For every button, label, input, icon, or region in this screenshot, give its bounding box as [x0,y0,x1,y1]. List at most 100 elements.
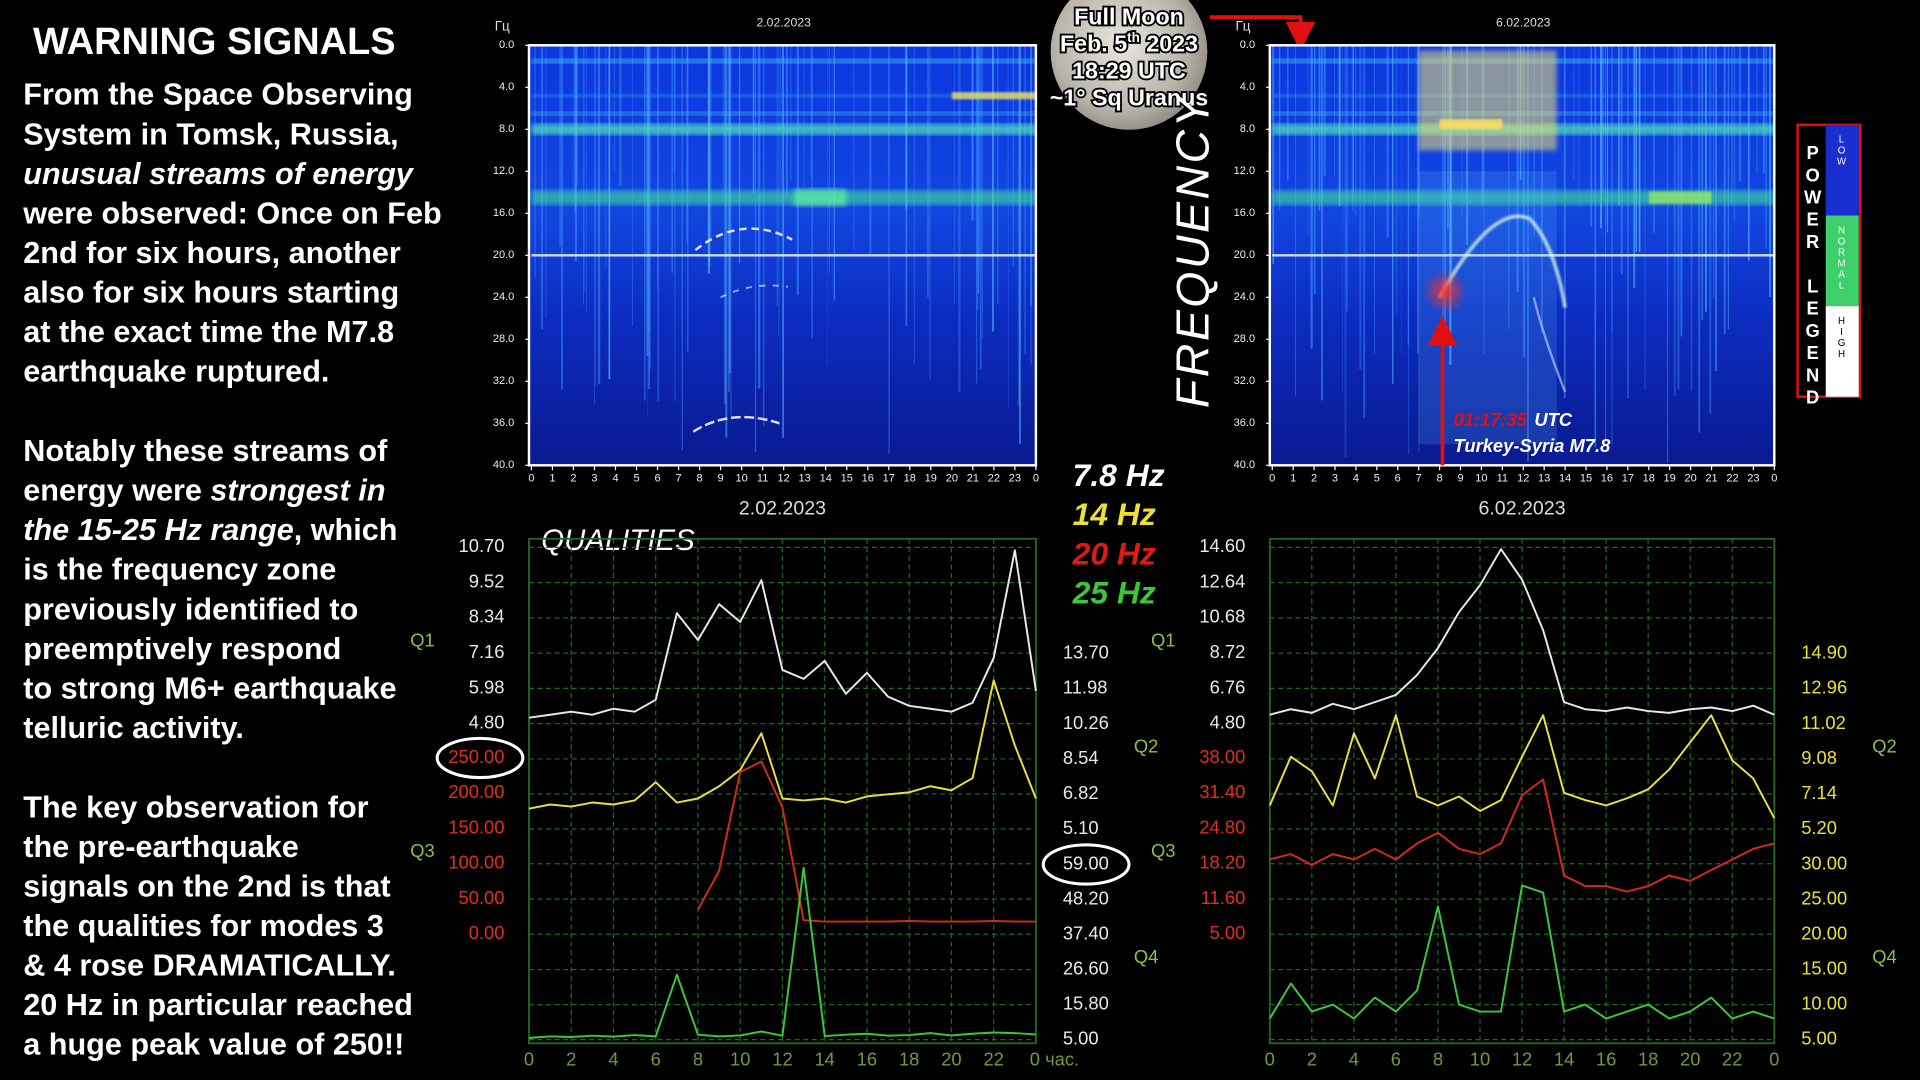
y-axis-label: Гц [1236,19,1251,34]
x-tick-label: 23 [1747,473,1759,485]
sidebar-text: , which [294,513,398,547]
sidebar-line: 20 Hz in particular reached [23,988,413,1022]
x-tick-label: 5 [1374,473,1380,485]
sidebar-text: earthquake ruptured. [23,355,329,389]
x-tick-label: 17 [1622,473,1634,485]
sidebar-line: preemptively respond [23,632,341,666]
x-tick-label: 4 [612,473,618,485]
spectrogram-patch [1418,50,1557,151]
y-tick-label: 11.60 [1201,887,1246,908]
power-level-label: NORMAL [1836,225,1847,291]
sidebar-text: the pre-earthquake [23,830,299,864]
x-tick-label: 6 [1395,473,1401,485]
series-label: Q1 [410,629,435,650]
power-level [1825,306,1859,397]
series-label: Q3 [1151,840,1176,861]
sidebar-text: to strong M6+ earthquake [23,671,396,705]
sidebar-text: a huge peak value of 250!! [23,1028,404,1062]
series-label: Q3 [410,840,435,861]
y-tick-label: 6.82 [1063,782,1099,803]
sidebar-line: were observed: Once on Feb [22,196,441,230]
spectrogram-arc [692,415,780,433]
y-tick-label: 10.70 [459,535,505,556]
moon-arrow [1209,15,1316,52]
y-tick-label: 15.80 [1063,992,1109,1013]
x-tick-label: 14 [1554,1048,1574,1069]
y-tick-label: 4.0 [1240,81,1255,93]
y-tick-label: 32.0 [1234,375,1255,387]
x-tick-label: 22 [1726,473,1738,485]
y-tick-label: 37.40 [1063,922,1109,943]
spectrogram-arc [1532,297,1567,393]
x-tick-label: 0 [1771,473,1777,485]
x-tick-label: 10 [730,1048,750,1069]
sidebar-line: unusual streams of energy [23,157,415,191]
quality-chart: 6.02.2023 0 2 4 6 8 10 12 14 16 18 20 22 0 4.80 6.76 8.7… [1151,498,1897,1070]
x-tick-label: 17 [883,473,895,485]
x-tick-label: 8 [1433,1048,1443,1069]
x-tick-label: 9 [718,473,724,485]
y-tick-label: 40.0 [493,459,514,471]
y-tick-label: 36.0 [493,417,514,429]
x-tick-label: 2 [1307,1048,1317,1069]
x-tick-label: 15 [841,473,853,485]
x-tick-label: 7 [1416,473,1422,485]
x-tick-label: 18 [899,1048,919,1069]
sidebar-text: & 4 rose DRAMATICALLY. [23,949,395,983]
y-tick-label: 250.00 [448,746,504,767]
y-tick-label: 24.0 [1234,291,1255,303]
sidebar-line: the 15-25 Hz range, which [23,513,397,547]
sidebar-line: From the Space Observing [23,78,413,112]
y-tick-label: 10.26 [1063,712,1109,733]
y-tick-label: 36.0 [1234,417,1255,429]
sidebar-line: signals on the 2nd is that [23,870,390,904]
x-tick-label: 0 [1265,1048,1275,1069]
sidebar-line: earthquake ruptured. [23,355,329,389]
y-axis-label: Гц [495,19,510,34]
y-tick-label: 12.64 [1199,570,1245,591]
x-tick-label: 4 [608,1048,618,1069]
x-tick-label: 10 [1470,1048,1490,1069]
series-label: Q4 [1134,946,1159,967]
y-tick-label: 200.00 [448,781,504,802]
y-tick-label: 26.60 [1063,957,1109,978]
x-tick-label: 2 [570,473,576,485]
spectrogram-band [1272,254,1775,257]
y-tick-label: 18.20 [1199,852,1245,873]
x-tick-label: 19 [925,473,937,485]
moon-line: Feb. 5th 2023 [1060,30,1198,57]
x-tick-label: 6 [1391,1048,1401,1069]
power-level [1825,124,1859,216]
power-legend: POWER LEGEND LOW NORMAL HIGH [1796,123,1862,409]
sidebar-line: previously identified to [23,592,358,626]
x-tick-label: 7 [676,473,682,485]
sidebar-line: a huge peak value of 250!! [23,1028,404,1062]
x-tick-label: 9 [1457,473,1463,485]
spectrogram-band [531,123,1036,135]
x-tick-label: 23 [1009,473,1021,485]
spectrogram-image [528,45,1036,466]
sidebar-text: The key observation for [23,790,368,824]
y-tick-label: 12.96 [1801,677,1847,698]
series-label: Q2 [1872,735,1896,756]
y-tick-label: 5.98 [469,676,505,697]
sidebar-line: The key observation for [23,790,368,824]
x-tick-label: 21 [1705,473,1717,485]
series-line [1268,884,1775,1020]
y-tick-label: 5.10 [1063,817,1099,838]
sidebar-title: WARNING SIGNALS [33,21,396,63]
sidebar-line: Notably these streams of [23,434,388,468]
x-tick-label: 20 [946,473,958,485]
sidebar-text: unusual streams of energy [23,157,415,191]
series-line [528,679,1037,810]
y-tick-label: 14.60 [1199,535,1245,556]
x-tick-label: 21 [967,473,979,485]
series-line [1268,714,1776,819]
x-tick-label: 15 [1580,473,1592,485]
y-tick-label: 50.00 [459,887,505,908]
x-tick-label: 2 [1311,473,1317,485]
hz-legend-item: 7.8 Hz [1073,457,1165,493]
sidebar: WARNING SIGNALS From the Space Observing… [22,21,441,1062]
y-tick-label: 0.0 [499,39,514,51]
